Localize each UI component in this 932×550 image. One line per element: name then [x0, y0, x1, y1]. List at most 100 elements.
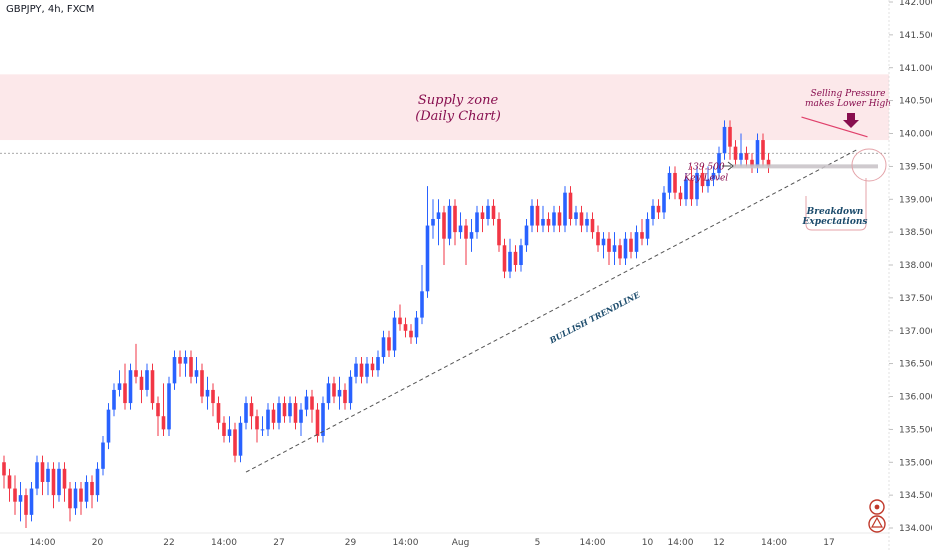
candle-body [596, 232, 600, 246]
candle-body [568, 192, 573, 219]
candle-body [409, 330, 413, 338]
key-level-label: 139.500 Key Level [683, 161, 734, 183]
key-level-label-line1: 139.500 [687, 162, 724, 172]
candle-body [62, 468, 67, 489]
candle-body [95, 468, 100, 496]
candle-body [722, 126, 727, 154]
candle-body [249, 403, 254, 417]
candle-body [381, 337, 386, 358]
candle-body [145, 370, 149, 390]
y-tick-label: 135.500 [899, 425, 932, 435]
candle-body [266, 409, 270, 430]
candle-body [453, 205, 457, 233]
candle-body [46, 468, 50, 482]
candle-body [403, 324, 408, 331]
x-tick-label: 5 [535, 538, 541, 548]
candle-body [244, 403, 248, 423]
supply-zone-label: Supply zone (Daily Chart) [415, 93, 501, 124]
candle-body [414, 317, 419, 338]
candle-body [546, 218, 551, 226]
bullish-trendline-label: BULLISH TRENDLINE [547, 289, 642, 346]
candle-body [211, 389, 215, 404]
candle-body [717, 153, 721, 173]
candle-body [321, 403, 325, 436]
supply-zone-label-line1: Supply zone [418, 93, 499, 108]
candle-body [35, 462, 39, 489]
candle-body [766, 159, 771, 167]
y-tick-label: 141.500 [899, 31, 932, 41]
key-level-bar [732, 164, 878, 169]
breakdown-circle [851, 148, 887, 182]
candle-body [623, 238, 628, 259]
candle-body [447, 205, 452, 239]
candle-body [216, 403, 221, 423]
candle-body [354, 363, 358, 377]
y-tick-label: 137.500 [899, 294, 932, 304]
candle-body [101, 442, 105, 469]
candle-body [689, 179, 694, 200]
candle-body [337, 389, 342, 397]
y-tick-label: 142.000 [899, 0, 932, 8]
candle-body [739, 153, 743, 160]
candle-body [112, 389, 116, 410]
candle-body [678, 192, 683, 200]
candle-body [662, 192, 666, 213]
candle-body [557, 212, 562, 226]
candle-body [227, 429, 232, 436]
candle-body [359, 363, 364, 377]
x-tick-label: 14:00 [211, 538, 237, 548]
candle-body [117, 383, 122, 390]
candle-body [315, 409, 320, 436]
x-tick-label: 17 [823, 538, 834, 548]
candle-body [601, 238, 606, 246]
candle-body [497, 218, 501, 246]
candle-body [73, 488, 78, 509]
candle-body [656, 205, 661, 213]
breakdown-line1: Breakdown [806, 207, 864, 217]
candle-body [585, 218, 589, 226]
candle-body [304, 396, 309, 410]
candle-body [161, 416, 166, 430]
candle-body [13, 488, 17, 502]
x-tick-label: 29 [345, 538, 357, 548]
candle-body [57, 468, 61, 496]
candle-body [535, 205, 540, 226]
candle-body [574, 212, 578, 219]
y-tick-label: 140.500 [899, 97, 932, 107]
candle-body [260, 429, 265, 431]
x-tick-label: 14:00 [761, 538, 787, 548]
candle-body [761, 140, 765, 160]
candle-body [343, 389, 347, 404]
candle-body [277, 403, 281, 423]
candle-body [590, 218, 595, 233]
down-arrow-icon [843, 113, 859, 128]
lower-high-resistance-line [801, 116, 868, 138]
candle-body [700, 172, 705, 187]
candle-body [205, 389, 210, 397]
candle-body [541, 218, 545, 226]
candle-body [150, 370, 155, 404]
candle-body [200, 370, 204, 397]
candle-body [711, 172, 716, 180]
candle-body [612, 245, 617, 252]
candle-body [513, 251, 518, 265]
candle-body [524, 225, 529, 246]
candle-body [18, 495, 23, 502]
candle-body [2, 462, 6, 476]
y-tick-label: 138.500 [899, 228, 932, 238]
y-tick-label: 134.000 [899, 524, 932, 534]
supply-zone [0, 74, 889, 141]
y-axis-grid [889, 1, 893, 529]
candle-body [744, 153, 749, 160]
x-axis-labels: 14:00 20 22 14:00 27 29 14:00 Aug 5 14:00 10 14:00 1… [30, 538, 835, 548]
candle-body [293, 403, 298, 423]
candle-body [189, 357, 193, 377]
candle-body [183, 357, 188, 364]
candle-body [332, 383, 336, 397]
candle-body [750, 159, 754, 167]
candle-body [172, 357, 177, 384]
candle-body [194, 370, 199, 377]
candle-body [442, 212, 446, 239]
candle-body [134, 370, 138, 377]
